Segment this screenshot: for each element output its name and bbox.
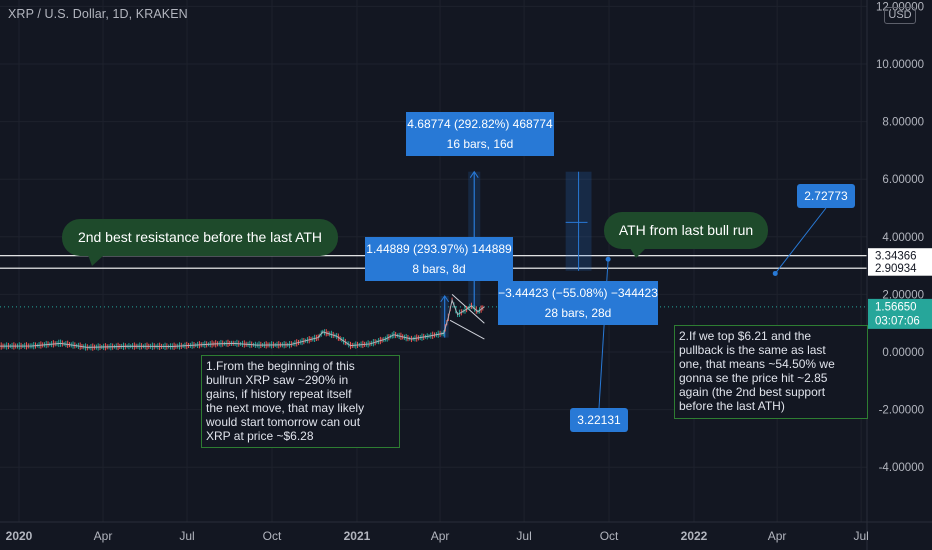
price-tag-label: 3.34366 (875, 251, 917, 263)
measure-2-line1: 1.44889 (293.97%) 144889 (366, 242, 512, 256)
wedge-lower-line (449, 319, 485, 340)
x-tick-label: 2020 (6, 529, 33, 543)
x-tick-label: 2021 (344, 529, 371, 543)
note-bullrun-gains[interactable]: 1.From the beginning of this bullrun XRP… (201, 355, 400, 448)
y-tick-label: 0.00000 (882, 347, 924, 359)
x-tick-label: Oct (263, 529, 282, 543)
callout-2-72773[interactable]: 2.72773 (797, 184, 855, 208)
x-tick-label: Jul (516, 529, 531, 543)
price-axis: 12.0000010.000008.000006.000004.000002.0… (866, 0, 932, 550)
y-tick-label: -4.00000 (879, 462, 924, 474)
measure-arrowhead-2 (440, 294, 450, 303)
symbol-title: XRP / U.S. Dollar, 1D, KRAKEN (8, 7, 188, 21)
x-tick-label: Apr (94, 529, 113, 543)
note-pullback[interactable]: 2.If we top $6.21 and the pullback is th… (674, 325, 868, 419)
x-tick-label: Apr (768, 529, 787, 543)
bubble-resistance-note[interactable]: 2nd best resistance before the last ATH (62, 219, 338, 256)
y-tick-label: -2.00000 (879, 405, 924, 417)
bubble-ath-note[interactable]: ATH from last bull run (604, 212, 768, 249)
bubble-tail-ath (630, 248, 646, 258)
y-tick-label: 8.00000 (882, 117, 924, 129)
measure-box-2[interactable]: 1.44889 (293.97%) 144889 8 bars, 8d (365, 237, 513, 281)
price-tag-bg (868, 298, 932, 329)
measure-2-line2: 8 bars, 8d (412, 262, 466, 276)
y-tick-label: 6.00000 (882, 174, 924, 186)
callout-point-1 (772, 270, 778, 276)
y-tick-label: 10.00000 (876, 59, 924, 71)
currency-badge[interactable]: USD (884, 7, 916, 24)
bubble-tail-resistance (88, 255, 104, 266)
measure-3-line1: −3.44423 (−55.08%) −344423 (498, 286, 658, 300)
price-tag-bg (868, 248, 932, 264)
price-tag-countdown: 03:07:06 (875, 315, 920, 327)
callout-point-2 (605, 256, 611, 262)
callout-line-1 (774, 207, 827, 274)
x-tick-label: 2022 (681, 529, 708, 543)
x-tick-label: Jul (853, 529, 868, 543)
price-tag-label: 2.90934 (875, 263, 917, 275)
time-axis: 2020 Apr Jul Oct 2021 Apr Jul Oct 2022 Apr Jul (0, 521, 932, 543)
x-tick-label: Apr (431, 529, 450, 543)
x-tick-label: Oct (600, 529, 619, 543)
callout-3-22131[interactable]: 3.22131 (570, 408, 628, 432)
measure-3-line2: 28 bars, 28d (544, 306, 612, 320)
price-tag-label: 1.56650 (875, 301, 917, 313)
measure-arrowhead-1 (469, 170, 479, 178)
x-tick-label: Jul (179, 529, 194, 543)
price-tag-bg (868, 260, 932, 276)
price-line (0, 298, 485, 348)
measure-box-3[interactable]: −3.44423 (−55.08%) −344423 28 bars, 28d (498, 281, 658, 325)
y-tick-label: 4.00000 (882, 232, 924, 244)
measure-1-line2: 16 bars, 16d (446, 137, 514, 151)
price-series (0, 297, 485, 351)
measure-1-line1: 4.68774 (292.82%) 468774 (407, 117, 553, 131)
measure-box-1[interactable]: 4.68774 (292.82%) 468774 16 bars, 16d (406, 112, 554, 156)
y-tick-label: 2.00000 (882, 289, 924, 301)
